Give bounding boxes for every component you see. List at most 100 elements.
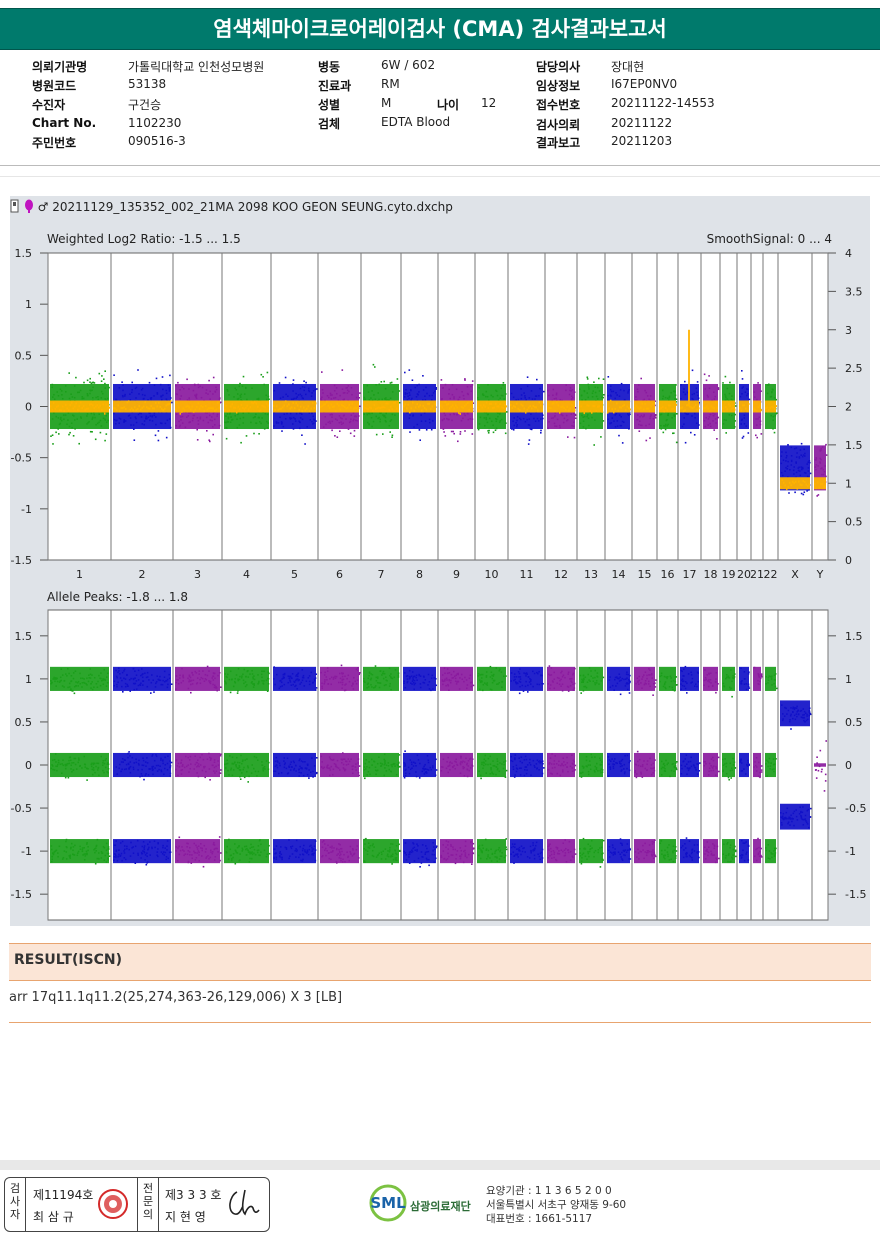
data-point — [94, 438, 97, 441]
y-tick-label: 1 — [25, 298, 32, 311]
smooth-signal-point — [653, 407, 655, 410]
smooth-signal-point — [683, 410, 685, 413]
data-band — [440, 752, 473, 778]
data-point — [104, 439, 106, 442]
smooth-signal-point — [66, 407, 68, 410]
sex-label: 성별 — [318, 98, 341, 112]
institution-label: 의뢰기관명 — [32, 60, 88, 74]
data-point — [638, 430, 641, 432]
data-point — [398, 843, 400, 846]
x-tick-label: 8 — [416, 568, 423, 581]
smooth-signal-point — [505, 405, 507, 408]
institution-value: 가톨릭대학교 인천성모병원 — [128, 60, 265, 74]
smooth-signal-point — [77, 408, 79, 411]
smooth-signal-point — [267, 404, 269, 407]
smooth-signal-point — [315, 402, 317, 405]
smooth-signal-point — [351, 402, 353, 405]
smooth-signal-point — [119, 410, 121, 413]
data-point — [190, 691, 192, 694]
x-tick-label: 19 — [722, 568, 736, 581]
smooth-signal-point — [519, 409, 521, 412]
smooth-signal-point — [551, 402, 553, 405]
smooth-signal-point — [63, 410, 65, 413]
smooth-signal-point — [56, 405, 58, 408]
smooth-signal-point — [608, 407, 610, 410]
smooth-signal-point — [137, 408, 139, 410]
data-band — [477, 666, 506, 691]
smooth-signal-point — [364, 407, 366, 410]
smooth-signal-point — [51, 408, 53, 411]
x-tick-label: 20 — [737, 568, 751, 581]
smooth-signal-point — [141, 406, 143, 409]
smooth-signal-point — [176, 401, 178, 404]
smooth-signal-point — [367, 408, 369, 411]
smooth-signal-point — [378, 406, 380, 409]
smooth-signal-point — [57, 404, 59, 407]
smooth-signal-point — [793, 482, 795, 485]
smooth-signal-point — [95, 405, 97, 408]
data-point — [717, 387, 720, 389]
data-point — [492, 431, 495, 434]
data-point — [51, 434, 54, 436]
data-point — [444, 435, 447, 437]
smooth-signal-point — [743, 404, 745, 407]
smooth-signal-point — [514, 406, 516, 408]
smooth-signal-point — [72, 407, 74, 410]
smooth-signal-point — [304, 409, 306, 412]
data-band — [320, 666, 359, 691]
smooth-signal-point — [754, 408, 756, 411]
x-tick-label: 10 — [485, 568, 499, 581]
data-point — [418, 777, 421, 779]
smooth-signal-point — [255, 402, 257, 405]
data-point — [480, 777, 482, 780]
data-point — [358, 673, 360, 676]
smooth-signal-point — [787, 486, 789, 489]
data-point — [527, 691, 529, 693]
data-point — [505, 846, 507, 848]
smooth-signal-point — [652, 403, 654, 405]
chart-no-label: Chart No. — [32, 116, 97, 130]
smooth-signal-point — [114, 407, 116, 410]
data-band — [510, 752, 543, 778]
smooth-signal-point — [465, 403, 467, 406]
smooth-signal-point — [155, 402, 157, 404]
smooth-signal-point — [197, 402, 199, 405]
chromosome-4-points — [224, 666, 271, 865]
data-point — [99, 431, 102, 434]
data-point — [543, 767, 545, 769]
cma-chart: 1.510.50-0.5-1-1.543.532.521.510.501 2 3 4 5… — [11, 232, 866, 921]
data-point — [239, 382, 241, 385]
data-point — [505, 411, 508, 413]
smooth-signal-point — [403, 405, 405, 408]
smooth-signal-point — [715, 401, 717, 404]
data-point — [464, 430, 466, 432]
smooth-signal-point — [802, 480, 804, 482]
x-tick-label: 7 — [378, 568, 385, 581]
smooth-signal-point — [441, 406, 443, 409]
data-point — [471, 433, 474, 435]
data-point — [825, 454, 828, 456]
data-point — [64, 776, 67, 779]
data-point — [98, 372, 101, 375]
smooth-signal-point — [569, 407, 571, 410]
smooth-signal-point — [766, 406, 768, 409]
smooth-signal-point — [196, 405, 198, 408]
smooth-signal-point — [391, 408, 393, 411]
smooth-signal-point — [684, 409, 686, 412]
data-point — [129, 690, 131, 692]
smooth-signal-point — [312, 402, 314, 404]
smooth-signal-point — [440, 404, 442, 407]
smooth-signal-point — [746, 410, 748, 412]
data-point — [806, 490, 808, 492]
smooth-signal-point — [742, 404, 744, 407]
data-point — [157, 430, 160, 432]
y-tick-label: 1.5 — [15, 630, 33, 643]
smooth-signal-point — [181, 410, 183, 413]
smooth-signal-point — [188, 406, 190, 409]
smooth-signal-point — [453, 407, 455, 410]
smooth-signal-point — [611, 408, 613, 411]
smooth-signal-point — [703, 407, 705, 410]
y-right-tick-label: 1 — [845, 673, 852, 686]
data-point — [353, 435, 356, 437]
smooth-signal-point — [323, 403, 325, 406]
